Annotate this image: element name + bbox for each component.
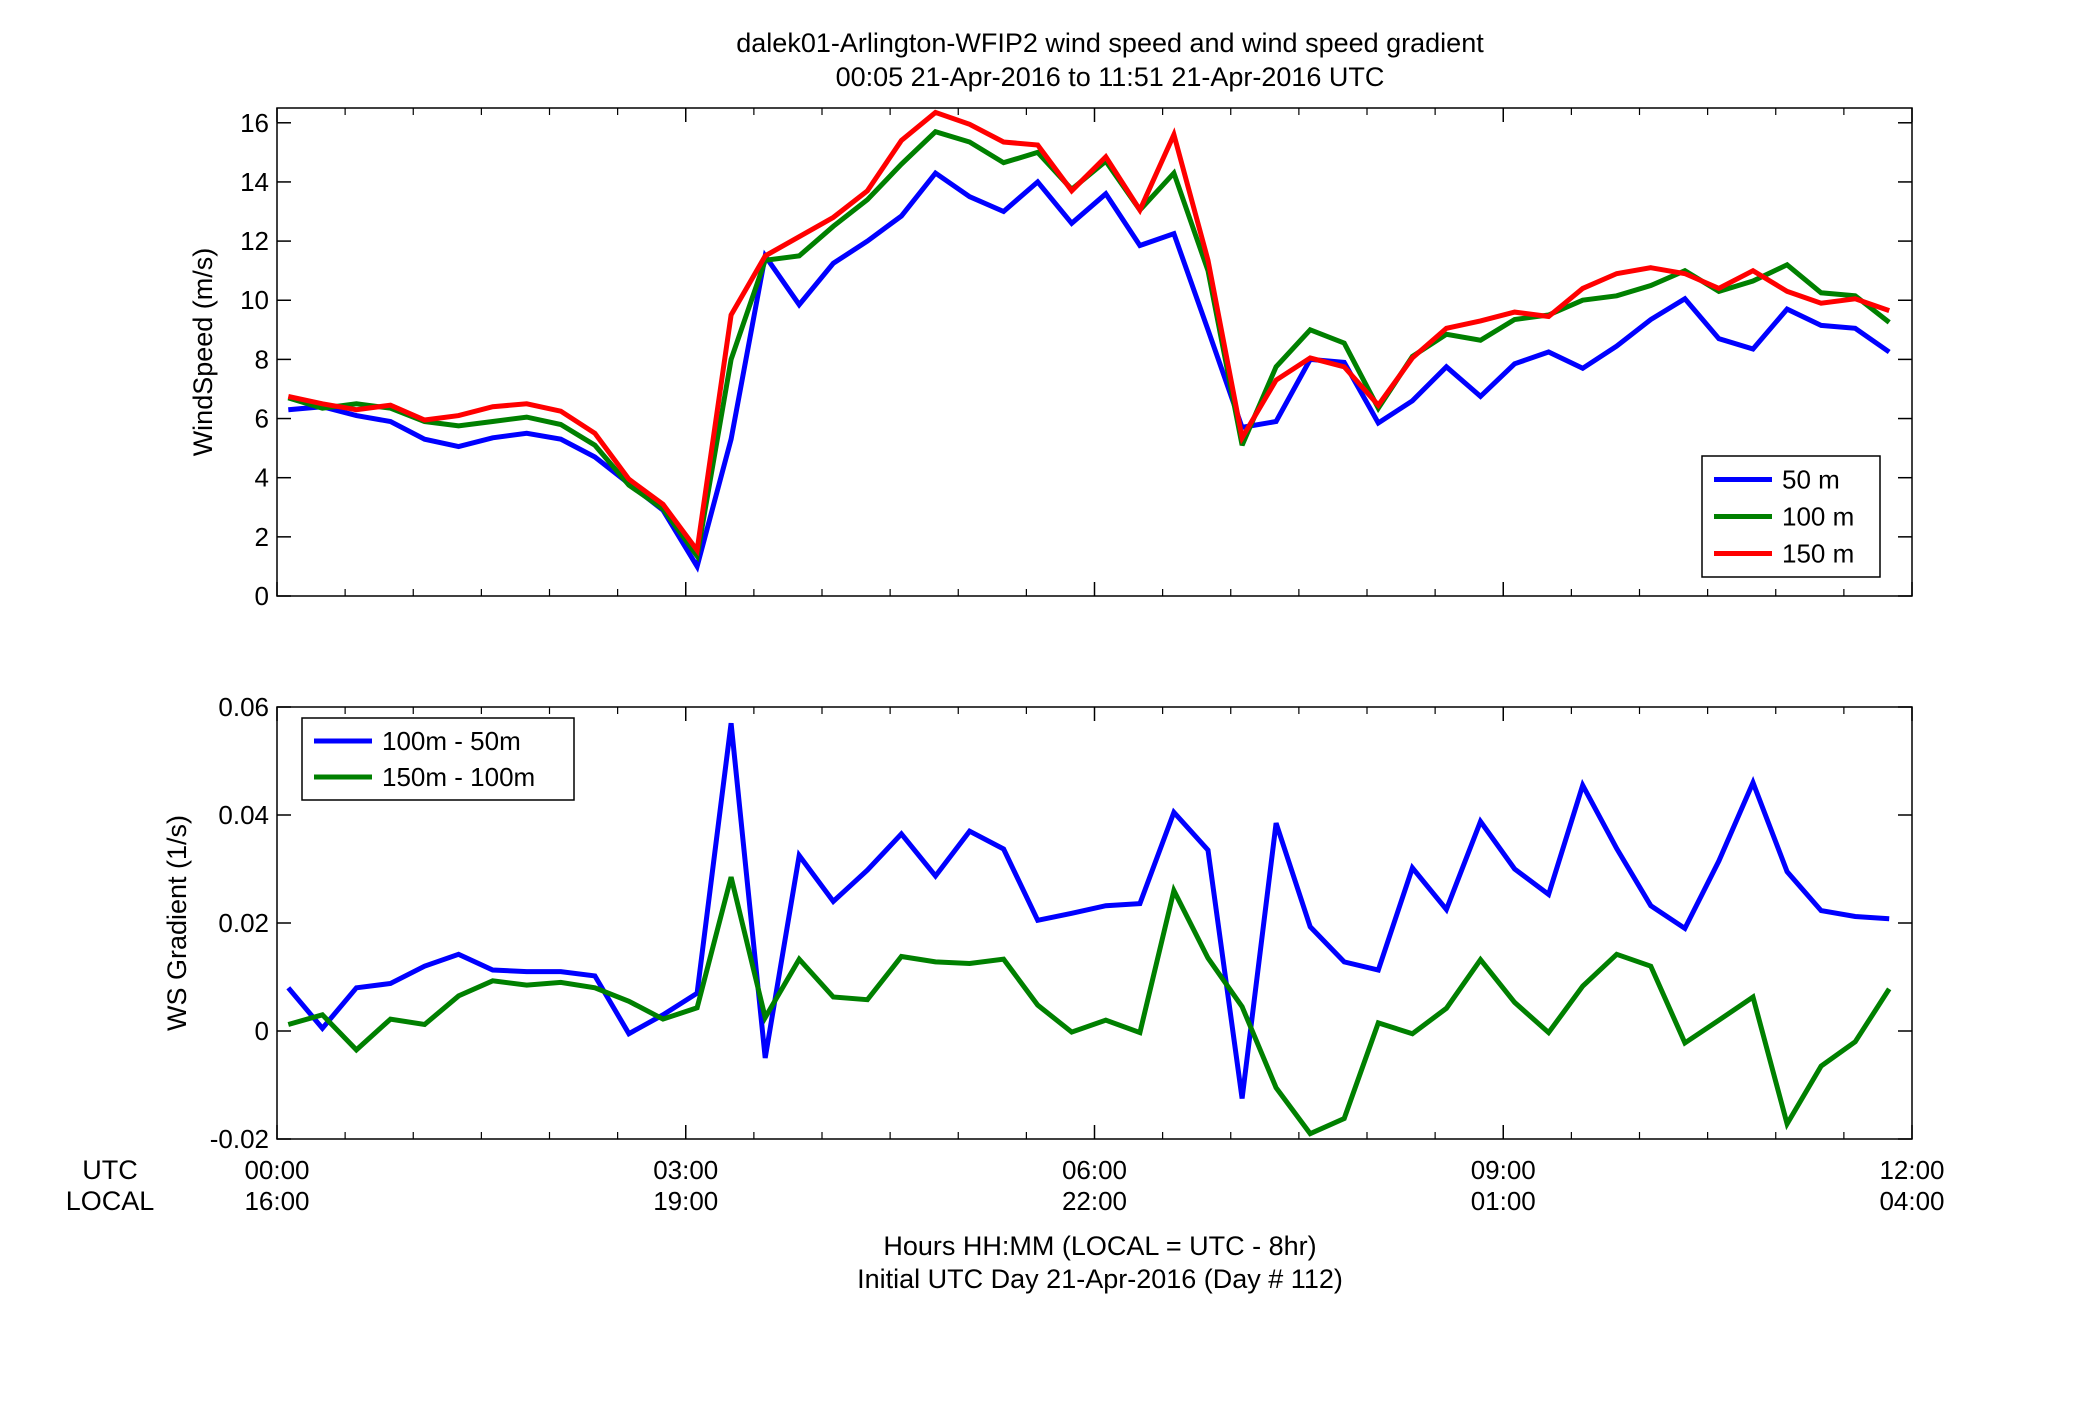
x-axis-label-line2: Initial UTC Day 21-Apr-2016 (Day # 112): [857, 1264, 1343, 1294]
chart-title-line1: dalek01-Arlington-WFIP2 wind speed and w…: [736, 28, 1484, 58]
windspeed-y-tick-label: 8: [255, 344, 269, 374]
windspeed-series-line-0: [288, 169, 1891, 573]
gradient-y-tick-label: 0: [255, 1016, 269, 1046]
windspeed-y-tick-label: 14: [240, 167, 269, 197]
gradient-plot: -0.02 0 0.02 0.04 0.06 100m - 50m 150m - 100m: [210, 692, 1913, 1154]
chart-title-line2: 00:05 21-Apr-2016 to 11:51 21-Apr-2016 U…: [836, 62, 1385, 92]
gradient-y-axis-label: WS Gradient (1/s): [162, 815, 192, 1031]
windspeed-y-tick-label: 10: [240, 285, 269, 315]
gradient-series-line-1: [287, 876, 1892, 1137]
x-row-label-utc: UTC: [82, 1155, 138, 1185]
windspeed-y-tick-label: 6: [255, 404, 269, 434]
windspeed-legend-label-2: 150 m: [1782, 539, 1854, 569]
windspeed-y-tick-label: 4: [255, 463, 269, 493]
windspeed-y-tick-label: 16: [240, 108, 269, 138]
windspeed-y-tick-label: 2: [255, 522, 269, 552]
gradient-y-tick-label: -0.02: [210, 1124, 269, 1154]
x-tick-label-utc: 09:00: [1471, 1155, 1536, 1185]
windspeed-legend-label-0: 50 m: [1782, 465, 1840, 495]
x-row-label-local: LOCAL: [66, 1186, 155, 1216]
windspeed-y-axis-label: WindSpeed (m/s): [188, 248, 218, 457]
gradient-y-tick-label: 0.06: [218, 692, 269, 722]
windspeed-y-tick-label: 0: [255, 581, 269, 611]
windspeed-y-tick-label: 12: [240, 226, 269, 256]
gradient-legend-label-0: 100m - 50m: [382, 726, 521, 756]
gradient-y-tick-label: 0.02: [218, 908, 269, 938]
x-tick-label-utc: 03:00: [653, 1155, 718, 1185]
gradient-legend: [301, 717, 575, 801]
windspeed-plot: 0 2 4 6 8 10 12 14 16 50 m 100 m 150 m: [240, 107, 1913, 611]
windspeed-series-line-2: [287, 109, 1891, 557]
x-tick-label-local: 19:00: [653, 1186, 718, 1216]
x-axis-label-line1: Hours HH:MM (LOCAL = UTC - 8hr): [883, 1231, 1316, 1261]
gradient-series-line-0: [286, 722, 1890, 1099]
x-tick-label-utc: 06:00: [1062, 1155, 1127, 1185]
gradient-legend-label-1: 150m - 100m: [382, 762, 535, 792]
x-tick-label-local: 01:00: [1471, 1186, 1536, 1216]
windspeed-legend-label-1: 100 m: [1782, 502, 1854, 532]
x-tick-label-utc: 00:00: [244, 1155, 309, 1185]
x-tick-label-local: 22:00: [1062, 1186, 1127, 1216]
x-tick-label-local: 16:00: [244, 1186, 309, 1216]
x-tick-label-utc: 12:00: [1879, 1155, 1944, 1185]
x-tick-label-local: 04:00: [1879, 1186, 1944, 1216]
windspeed-plot-frame: [276, 107, 1913, 597]
gradient-y-tick-label: 0.04: [218, 800, 269, 830]
